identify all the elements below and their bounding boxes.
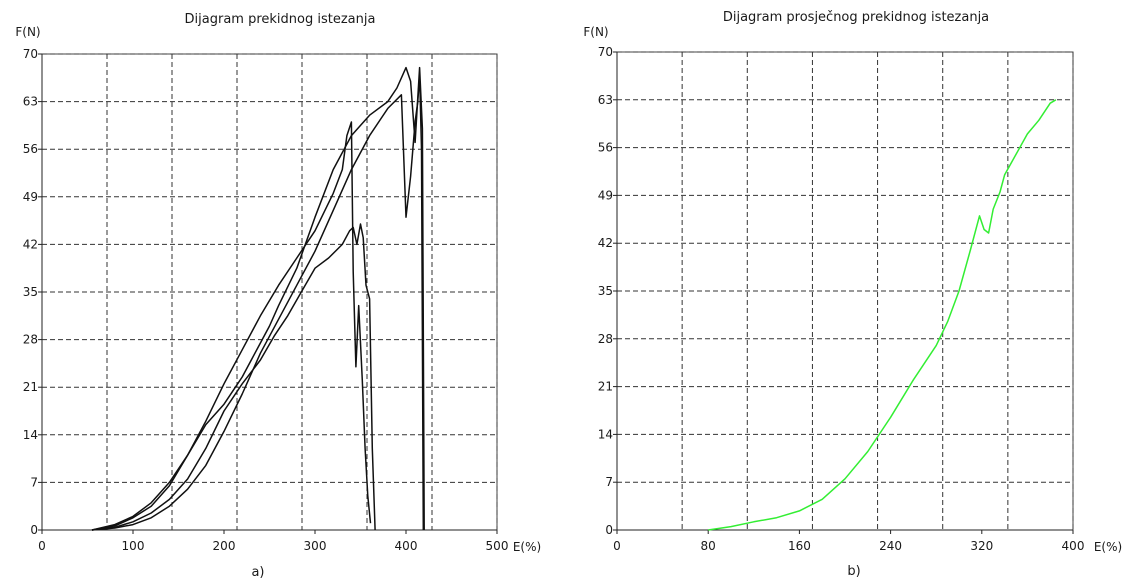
- y-tick-label: 49: [598, 188, 613, 202]
- series-line-4: [91, 66, 425, 531]
- series-line-3: [91, 73, 425, 531]
- y-tick-label: 70: [598, 45, 613, 59]
- y-axis-label: F(N): [15, 25, 40, 39]
- y-tick-label: 28: [598, 332, 613, 346]
- y-tick-label: 35: [23, 285, 38, 299]
- x-tick-label: 100: [122, 539, 145, 553]
- y-tick-label: 42: [23, 237, 38, 251]
- x-tick-label: 0: [38, 539, 46, 553]
- x-tick-label: 160: [788, 539, 811, 553]
- y-tick-label: 21: [23, 380, 38, 394]
- y-tick-label: 42: [598, 236, 613, 250]
- y-tick-label: 7: [605, 475, 613, 489]
- x-tick-label: 80: [701, 539, 716, 553]
- y-tick-label: 21: [598, 380, 613, 394]
- y-tick-label: 63: [23, 95, 38, 109]
- y-tick-label: 7: [30, 475, 38, 489]
- x-axis-label: E(%): [513, 540, 541, 554]
- x-tick-label: 500: [486, 539, 509, 553]
- y-tick-label: 56: [23, 142, 38, 156]
- x-axis-label: E(%): [1094, 540, 1122, 554]
- series-line-1: [91, 223, 376, 531]
- y-tick-label: 56: [598, 141, 613, 155]
- panel-caption: b): [847, 564, 860, 579]
- x-tick-label: 240: [879, 539, 902, 553]
- y-tick-label: 70: [23, 47, 38, 61]
- y-tick-label: 14: [23, 428, 38, 442]
- x-tick-label: 400: [395, 539, 418, 553]
- chart-panel-2: 0 7 14 21 28 35 42 49 56 63 70 0 80 160 240 320 400 Dijag…: [583, 10, 1122, 579]
- y-axis-label: F(N): [583, 25, 608, 39]
- y-tick-label: 0: [605, 523, 613, 537]
- chart-title: Dijagram prekidnog istezanja: [185, 12, 376, 27]
- y-tick-label: 28: [23, 333, 38, 347]
- y-tick-label: 35: [598, 284, 613, 298]
- y-tick-label: 49: [23, 190, 38, 204]
- y-tick-label: 14: [598, 427, 613, 441]
- y-tick-label: 0: [30, 523, 38, 537]
- chart-panel-1: 0 7 14 21 28 35 42 49 56 63 70 0 100 200 300 400 500 Dija…: [15, 12, 541, 580]
- series-line-1: [708, 99, 1057, 531]
- chart-title: Dijagram prosječnog prekidnog istezanja: [723, 10, 989, 25]
- x-tick-label: 0: [613, 539, 621, 553]
- x-tick-label: 300: [304, 539, 327, 553]
- x-tick-label: 320: [970, 539, 993, 553]
- panel-caption: a): [251, 565, 264, 580]
- x-tick-label: 400: [1062, 539, 1085, 553]
- x-tick-label: 200: [213, 539, 236, 553]
- y-tick-label: 63: [598, 93, 613, 107]
